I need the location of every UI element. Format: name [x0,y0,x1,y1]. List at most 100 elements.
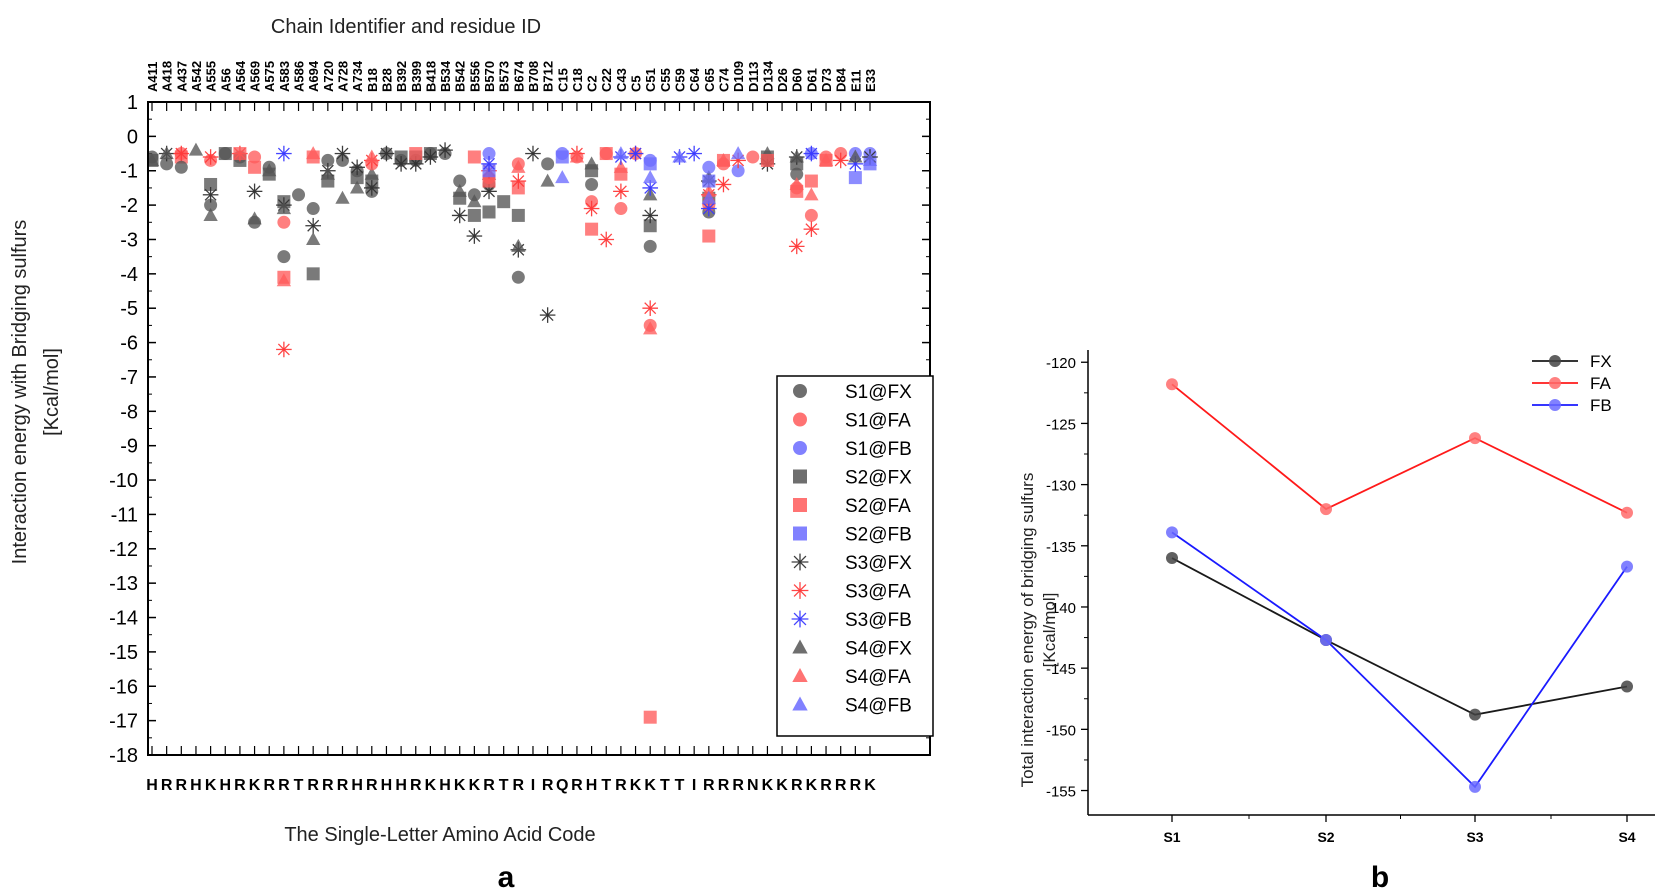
y-tick-label: -16 [109,676,138,698]
amino-acid-letter: H [146,777,158,794]
legend-marker [793,412,807,427]
top-residue-label: A418 [160,61,175,92]
data-point-s1-fa [277,215,291,229]
data-point-s4-fx [511,238,526,252]
amino-acid-letter: R [161,777,173,794]
top-residue-label: B18 [365,68,380,92]
data-point-s1-fx [453,174,467,188]
amino-acid-letter: R [307,777,319,794]
series-point-fa [1320,503,1332,516]
y-tick-label: -18 [109,745,138,767]
legend-label: S4@FX [845,639,912,660]
data-point-s1-fx [321,153,335,167]
data-point-s4-fa [276,273,292,287]
y-tick-label: -150 [1046,722,1076,739]
top-residue-label: A720 [321,61,336,92]
panel-a-top-residue-labels: A411 A418 A437 A542 A555 A56 A564 A569 A575 A583 A… [145,60,878,92]
data-point-s4-fx [306,231,321,245]
legend-marker [793,469,807,484]
data-point-s3-fx [202,186,219,203]
panel-a-scatter-chart: Chain Identifier and residue ID A411 A418… [9,16,934,894]
data-point-s2-fx [643,219,657,233]
data-point-s3-fx [481,183,497,200]
data-point-s2-fa [643,710,657,724]
amino-acid-letter: R [703,777,715,794]
data-point-s3-fx [437,142,453,158]
amino-acid-letter: R [366,777,378,794]
panel-label-b: b [1371,861,1389,894]
top-residue-label: D26 [775,68,790,92]
data-point-s3-fx [363,180,380,196]
panel-a-y-axis: 1 0 -1 -2 -3 -4 -5 -6 -7 -8 -9 -10 -11 -12 -13 -14 -15 -1… [109,92,930,767]
top-residue-label: B534 [438,60,453,92]
amino-acid-letter: R [234,777,246,794]
top-residue-label: A583 [277,61,292,92]
top-residue-label: D113 [746,62,761,92]
y-tick-label: -5 [120,298,138,320]
legend-label: S3@FX [845,553,912,574]
data-point-s4-fx [247,211,262,225]
amino-acid-letter: N [747,777,759,794]
data-point-s2-fa [248,160,262,174]
amino-acid-letter: K [249,777,261,794]
data-point-s2-fx [350,171,364,185]
data-point-s4-fx [188,142,204,156]
top-residue-label: A734 [350,60,365,92]
data-point-s2-fa [233,147,247,161]
top-residue-label: D60 [790,68,805,92]
data-point-s1-fx [790,167,804,181]
data-point-s2-fb [643,157,657,171]
data-point-s1-fa [248,150,262,164]
data-point-s4-fx [203,207,218,221]
data-point-s1-fx [643,239,657,253]
top-residue-label: D84 [834,67,849,92]
data-point-s2-fa [760,153,774,167]
x-tick-label: S4 [1618,829,1635,845]
data-point-s1-fb [702,160,716,174]
amino-acid-letter: T [675,777,685,794]
top-residue-label: B570 [482,61,497,92]
x-tick-label: S1 [1163,829,1180,845]
data-point-s4-fb [672,149,687,163]
top-residue-label: D134 [760,60,775,92]
data-point-s4-fx [848,149,863,163]
y-tick-label: -14 [109,608,138,630]
data-point-s1-fa [614,202,628,216]
y-tick-label: -3 [120,229,138,251]
data-point-s3-fx [378,145,395,162]
data-point-s1-fx [585,177,599,191]
legend-label: S1@FA [845,411,911,432]
panel-b-y-axis: -120 -125 -130 -135 -140 -145 -150 -155 [1046,355,1088,801]
data-point-s3-fx [305,217,321,234]
top-residue-label: A569 [248,61,263,92]
panel-a-y-axis-label-line2: [Kcal/mol] [41,348,63,436]
data-point-s2-fb [555,150,569,164]
series-point-fx [1166,552,1178,565]
data-point-s4-fx [540,173,555,187]
top-residue-label: D73 [819,68,834,92]
data-point-s3-fx [393,156,409,172]
series-line-fx [1171,557,1628,716]
data-point-s4-fx [467,194,482,208]
top-residue-label: E11 [848,70,863,92]
data-point-s3-fb [481,156,497,172]
top-residue-label: A411 [145,62,160,92]
amino-acid-letter: K [806,777,818,794]
panel-b-legend: FX FA FB [1532,352,1612,415]
data-point-s1-fx [160,157,174,171]
data-point-s4-fa [789,177,804,191]
top-residue-label: B392 [394,61,409,92]
amino-acid-letter: I [531,777,535,794]
data-point-s1-fx [204,198,218,212]
legend-marker [792,667,808,682]
data-point-s3-fx [246,183,263,200]
legend-marker [791,582,809,599]
legend-label: S2@FB [845,525,912,546]
amino-acid-letter: H [395,777,407,794]
amino-acid-letter: K [630,777,642,794]
data-point-s3-fa [788,238,805,255]
y-tick-label: -7 [120,367,138,389]
data-point-s4-fx [148,152,160,166]
y-tick-label: 1 [127,92,138,114]
y-tick-label: -13 [109,573,138,595]
